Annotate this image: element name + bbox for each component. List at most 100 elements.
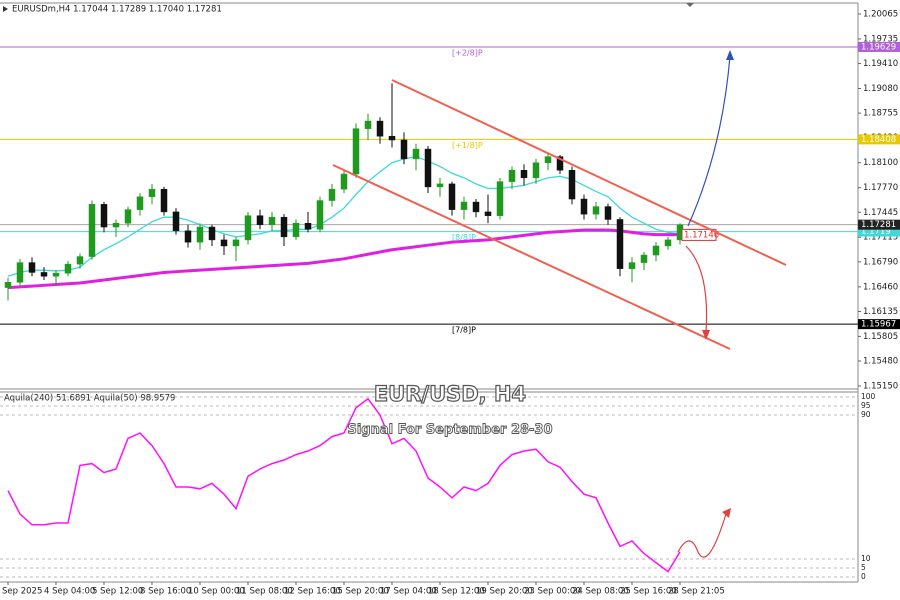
x-tick-label: 23 Sep 00:00 [524,587,581,597]
arrow-head [722,508,731,518]
level-value: 1.1719 [861,227,891,237]
candle-body [196,226,204,243]
ma-price-box [681,228,717,241]
candle-body [136,196,144,210]
forecast-arrow [685,245,708,333]
candle-body [424,148,432,188]
candle-body [388,135,396,141]
candle-body [304,222,312,230]
x-tick-label: 15 Sep 20:00 [332,587,389,597]
candle-body [376,120,384,137]
watermark-subtitle: Signal For September 28-30 [347,423,552,438]
candle-body [580,198,588,215]
candle-body [208,226,216,241]
candle-body [448,183,456,210]
candle-body [160,188,168,213]
y-tick-label: 1.15480 [863,356,898,366]
x-tick-label: 24 Sep 08:00 [572,587,629,597]
candle-body [184,230,192,243]
candle-body [4,282,12,288]
candle-body [400,139,408,160]
candle-body [280,216,288,238]
level-box [858,134,900,145]
y-tick-label: 10 [861,554,871,563]
x-tick-label: 4 Sep 04:00 [44,587,95,597]
candle-body [64,263,72,274]
candle-body [616,219,624,269]
candle-body [76,256,84,265]
y-tick-label: 1.19410 [863,59,898,69]
candle-body [532,162,540,179]
candle-body [556,156,564,171]
level-value: 1.18408 [861,135,896,145]
candle-body [220,239,228,247]
x-tick-label: Sep 2025 [2,587,42,597]
y-tick-label: 1.16135 [863,307,898,317]
y-tick-label: 5 [861,563,866,572]
candle-body [268,216,276,226]
y-tick-label: 1.15150 [863,381,898,391]
shift-marker [686,3,694,7]
level-box [858,226,900,237]
candle-body [568,170,576,200]
candle-body [364,120,372,129]
candle-body [412,148,420,160]
arrow-head [726,50,734,60]
candle-body [112,222,120,228]
candle-body [316,200,324,230]
indicator-line [7,397,681,573]
candle-body [100,204,108,228]
y-tick-label: 95 [861,401,871,410]
arrow-head [702,330,710,340]
y-tick-label: 1.18100 [863,158,898,168]
chart-title: EURUSDm,H4 1.17044 1.17289 1.17040 1.172… [12,5,222,15]
x-tick-label: 8 Sep 16:00 [140,587,191,597]
candle-body [460,201,468,210]
level-value: 1.15967 [861,320,896,330]
forecast-arrow [677,513,727,558]
candle-body [436,183,444,188]
y-tick-label: 0 [861,572,866,581]
candle-body [664,239,672,247]
x-tick-label: 12 Sep 16:00 [284,587,341,597]
candle-body [628,262,636,269]
candle-body [328,188,336,201]
candle-body [244,215,252,241]
candle-body [520,170,528,179]
x-tick-label: 18 Sep 12:00 [428,587,485,597]
candle-body [172,211,180,232]
y-tick-label: 1.16790 [863,257,898,267]
last-price-box [858,219,900,230]
level-value: 1.19629 [861,42,896,52]
menu-icon [3,6,8,12]
y-tick-label: 1.19080 [863,84,898,94]
level-label: [7/8]P [452,326,476,335]
candle-body [484,211,492,216]
candle-body [16,262,24,283]
y-tick-label: 1.18755 [863,109,898,119]
y-tick-label: 1.17445 [863,208,898,218]
candle-body [496,181,504,216]
candle-body [256,215,264,226]
candle-body [88,204,96,257]
y-tick-label: 1.19735 [863,34,898,44]
x-tick-label: 5 Sep 12:00 [92,587,143,597]
indicator-title: Aquila(240) 51.6891 Aquila(50) 98.9579 [4,394,175,404]
level-label: [+1/8]P [452,141,483,150]
y-tick-label: 1.16460 [863,282,898,292]
moving-average [7,228,680,290]
candle-body [124,209,132,224]
y-tick-label: 100 [861,392,876,401]
watermark-title: EUR/USD, H4 [374,382,526,406]
candle-body [148,188,156,198]
channel-line [391,79,787,266]
forecast-arrow [687,55,731,227]
x-tick-label: 28 Sep 21:05 [668,587,725,597]
x-tick-label: 11 Sep 08:00 [236,587,293,597]
last-price-value: 1.17281 [861,220,896,230]
candle-body [292,222,300,238]
ma-price-value: 1.17146 [684,230,719,240]
